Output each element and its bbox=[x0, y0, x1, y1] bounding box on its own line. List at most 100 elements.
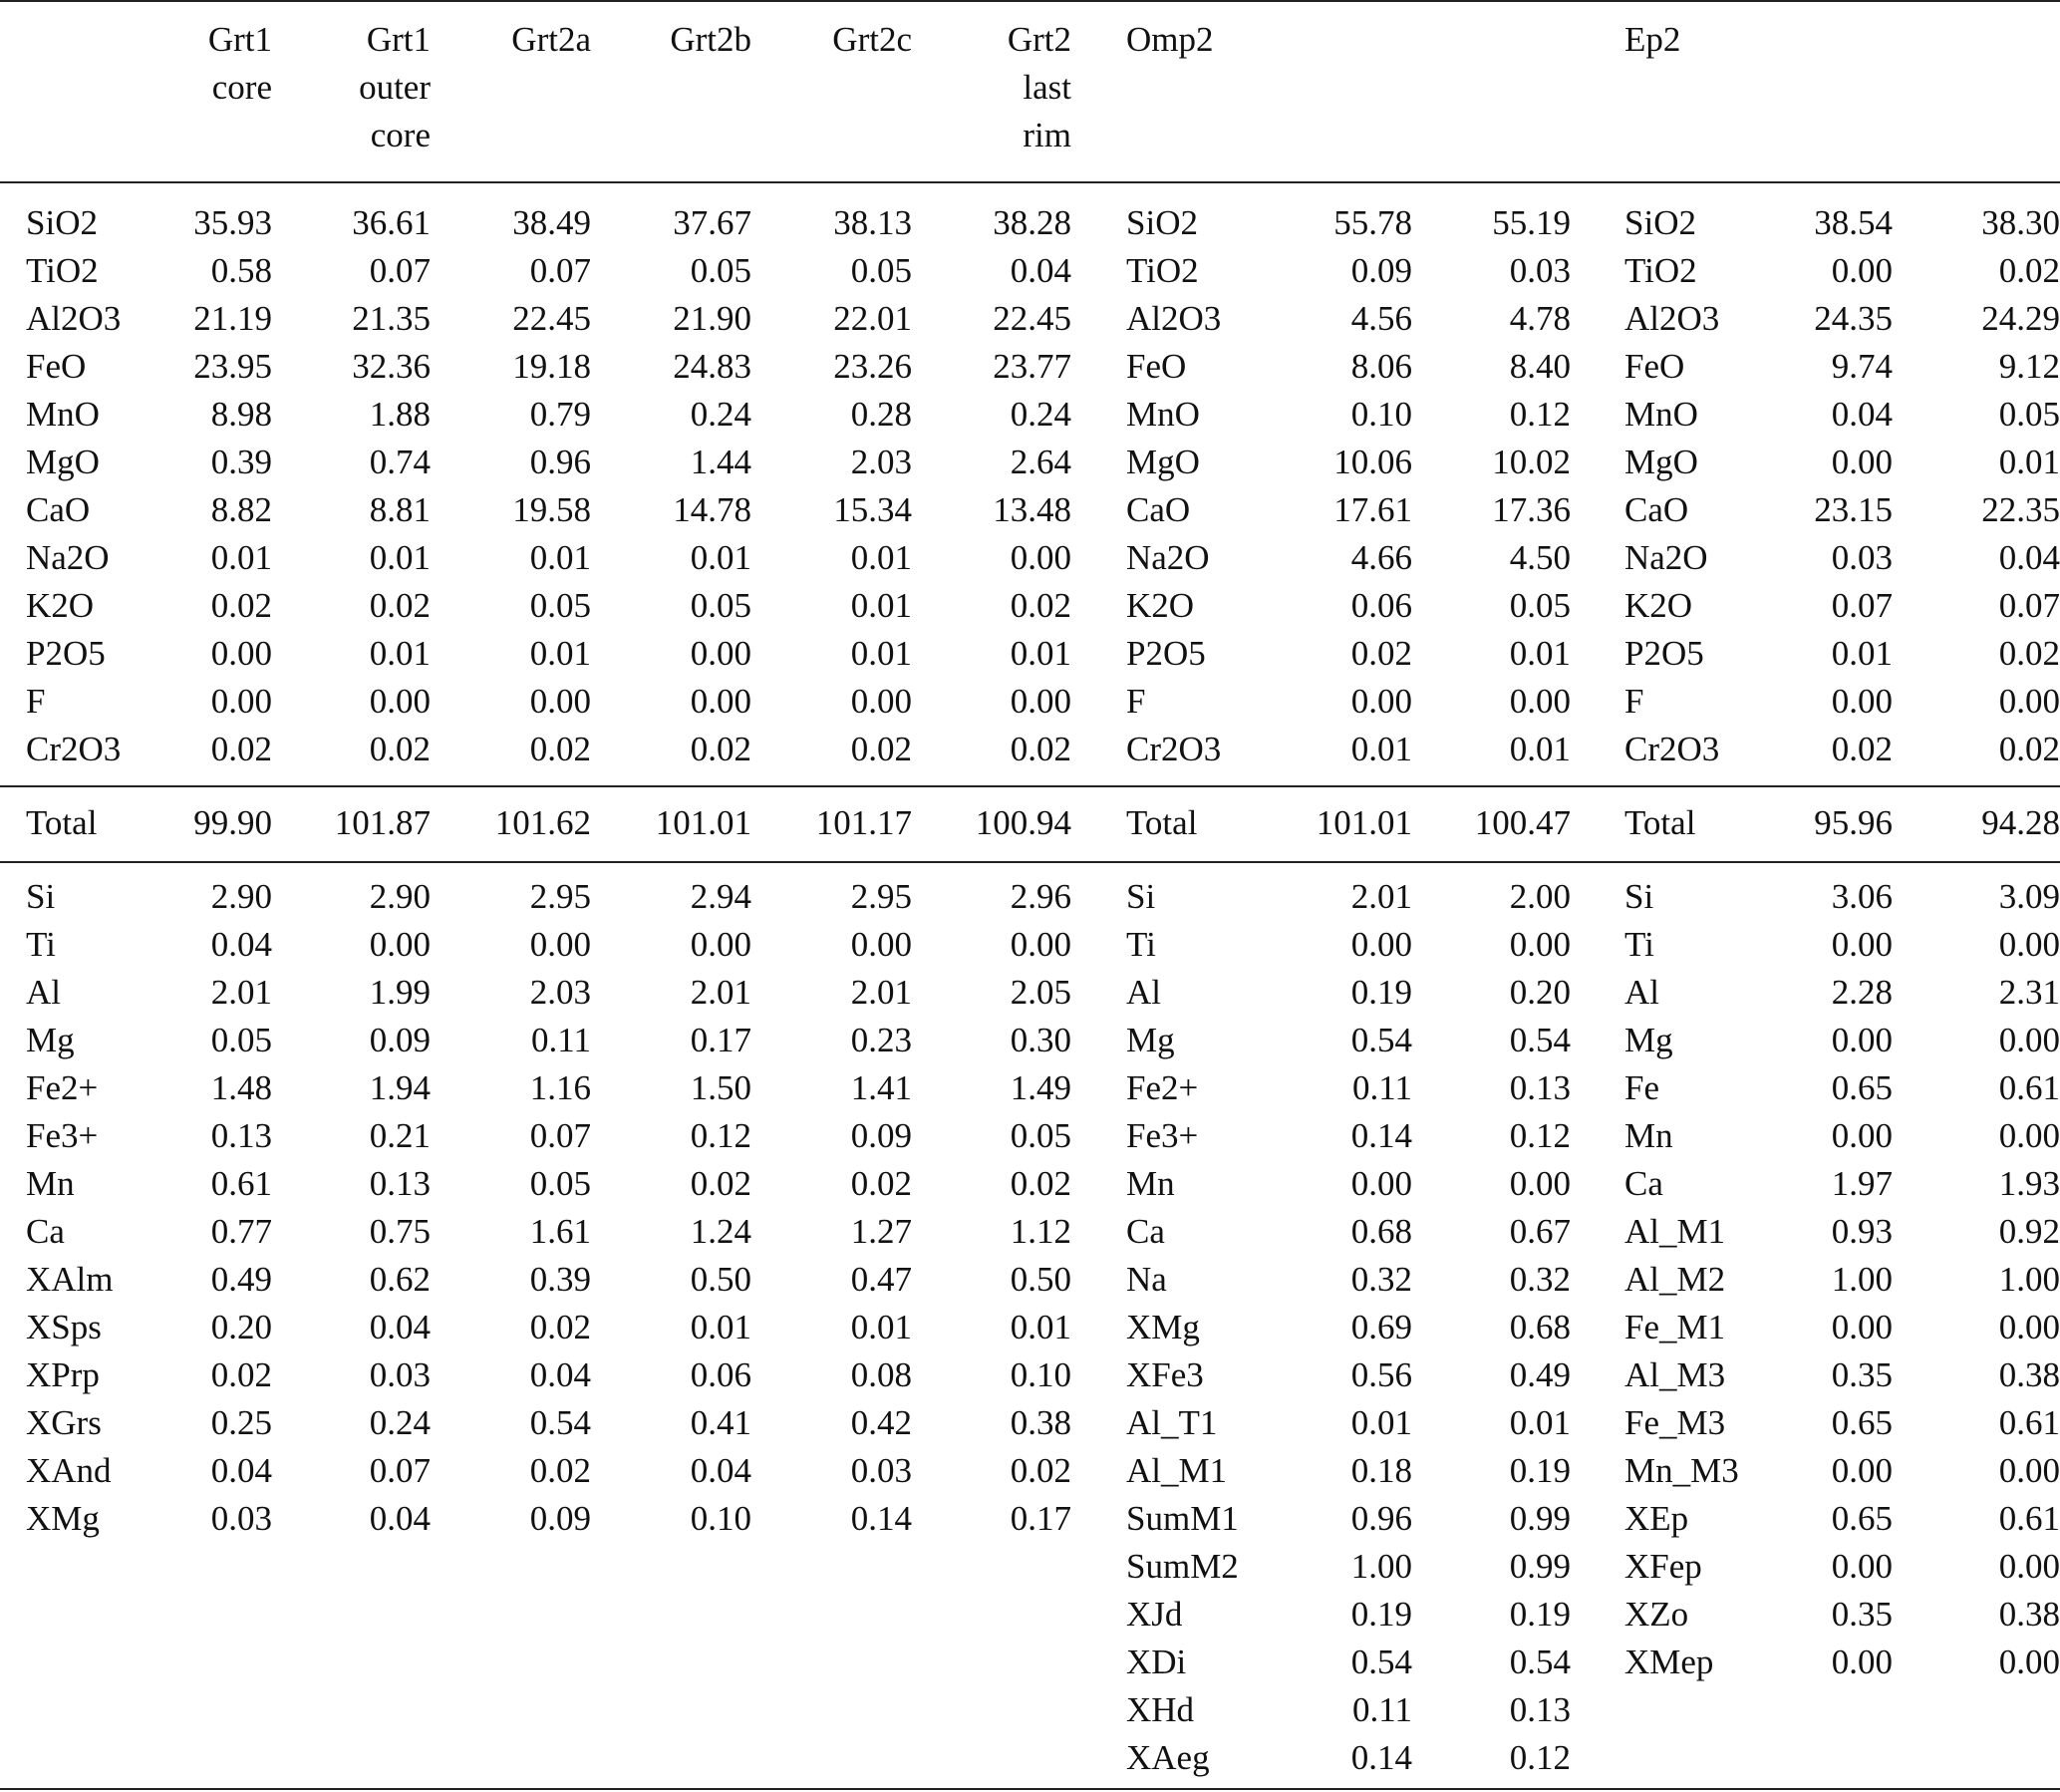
garnet-value: 2.01 bbox=[850, 973, 912, 1012]
column-header-garnet: last bbox=[1023, 68, 1071, 107]
garnet-value: 0.24 bbox=[690, 395, 751, 434]
oxide-row: Na2O 0.01 0.01 0.01 0.01 0.01 0.00 Na2O 4.66 4.50… bbox=[0, 534, 2060, 582]
omphacite-value: 0.54 bbox=[1509, 1021, 1571, 1059]
epidote-value: 1.93 bbox=[1998, 1164, 2060, 1203]
row-label: Al2O3 bbox=[1624, 299, 1720, 338]
omphacite-value: 0.54 bbox=[1509, 1643, 1571, 1681]
omphacite-value: 0.11 bbox=[1352, 1690, 1412, 1729]
garnet-value: 1.24 bbox=[690, 1212, 751, 1251]
epidote-value: 0.00 bbox=[1998, 682, 2060, 721]
row-label: TiO2 bbox=[26, 251, 99, 290]
row-label: Mn_M3 bbox=[1624, 1451, 1739, 1490]
garnet-value: 21.19 bbox=[193, 299, 272, 338]
garnet-total: 101.17 bbox=[815, 803, 912, 842]
omphacite-total: 100.47 bbox=[1474, 803, 1571, 842]
garnet-value: 0.01 bbox=[850, 538, 912, 577]
omphacite-value: 0.19 bbox=[1350, 973, 1412, 1012]
garnet-value bbox=[912, 1639, 1071, 1686]
epidote-value: 0.35 bbox=[1831, 1595, 1893, 1634]
epidote-value: 38.30 bbox=[1981, 203, 2060, 242]
garnet-value: 0.04 bbox=[369, 1499, 431, 1538]
row-label: TiO2 bbox=[1126, 251, 1199, 290]
row-label: Na2O bbox=[1624, 538, 1708, 577]
total-section: Total 99.90 101.87 101.62 101.01 101.17 100.94… bbox=[0, 786, 2060, 862]
garnet-value: 0.62 bbox=[369, 1260, 431, 1299]
omphacite-value: 0.54 bbox=[1350, 1021, 1412, 1059]
epidote-value: 0.93 bbox=[1831, 1212, 1893, 1251]
epidote-value: 0.00 bbox=[1831, 1021, 1893, 1059]
cation-row: XMg 0.03 0.04 0.09 0.10 0.14 0.17 SumM1 0.96 0.99… bbox=[0, 1495, 2060, 1543]
row-label: XEp bbox=[1624, 1499, 1689, 1538]
header-blank bbox=[1754, 112, 1893, 182]
garnet-value: 0.00 bbox=[850, 925, 912, 964]
omphacite-value: 0.02 bbox=[1350, 634, 1412, 673]
omphacite-value: 0.00 bbox=[1350, 1164, 1412, 1203]
column-header-garnet bbox=[431, 112, 591, 182]
garnet-value: 0.01 bbox=[529, 634, 591, 673]
epidote-value: 0.61 bbox=[1998, 1499, 2060, 1538]
epidote-value: 0.00 bbox=[1998, 1547, 2060, 1586]
garnet-value: 0.04 bbox=[1010, 251, 1071, 290]
row-label: Si bbox=[1126, 877, 1156, 916]
header-blank bbox=[0, 1, 140, 64]
header-blank bbox=[1754, 1, 1893, 64]
row-label: K2O bbox=[1624, 586, 1693, 625]
row-label: P2O5 bbox=[1126, 634, 1206, 673]
garnet-value: 0.05 bbox=[529, 1164, 591, 1203]
garnet-value: 0.79 bbox=[529, 395, 591, 434]
row-label bbox=[0, 1686, 140, 1734]
epidote-value: 2.28 bbox=[1831, 973, 1893, 1012]
cation-row: XAlm 0.49 0.62 0.39 0.50 0.47 0.50 Na 0.32 0.32 Al… bbox=[0, 1256, 2060, 1304]
omphacite-value: 0.54 bbox=[1350, 1643, 1412, 1681]
garnet-value: 0.00 bbox=[690, 925, 751, 964]
column-header-omphacite: Omp2 bbox=[1126, 20, 1214, 59]
garnet-value: 0.24 bbox=[369, 1403, 431, 1442]
row-label bbox=[0, 1543, 140, 1591]
epidote-value: 0.00 bbox=[1998, 1308, 2060, 1346]
row-label bbox=[1571, 1734, 1754, 1789]
row-label: Ca bbox=[1624, 1164, 1663, 1203]
header-blank bbox=[1893, 1, 2060, 64]
garnet-value: 19.58 bbox=[512, 490, 591, 529]
row-label bbox=[0, 1734, 140, 1789]
epidote-value: 0.02 bbox=[1831, 730, 1893, 768]
garnet-value: 0.03 bbox=[850, 1451, 912, 1490]
omphacite-value: 0.01 bbox=[1509, 634, 1571, 673]
epidote-value: 0.02 bbox=[1998, 730, 2060, 768]
epidote-value: 2.31 bbox=[1998, 973, 2060, 1012]
header-blank bbox=[1893, 112, 2060, 182]
garnet-value: 38.28 bbox=[993, 203, 1071, 242]
garnet-value: 2.96 bbox=[1010, 877, 1071, 916]
table-header: Grt1 Grt1 Grt2a Grt2b Grt2c Grt2 Omp2 Ep2 core ou… bbox=[0, 1, 2060, 182]
garnet-value: 0.02 bbox=[1010, 1451, 1071, 1490]
header-blank bbox=[1412, 1, 1571, 64]
row-label: MnO bbox=[1624, 395, 1698, 434]
garnet-value bbox=[272, 1591, 431, 1639]
garnet-value: 1.50 bbox=[690, 1068, 751, 1107]
row-label: P2O5 bbox=[1624, 634, 1704, 673]
row-label: Na2O bbox=[1126, 538, 1210, 577]
garnet-value: 1.99 bbox=[369, 973, 431, 1012]
garnet-value bbox=[591, 1734, 751, 1789]
row-label: Si bbox=[1624, 877, 1654, 916]
row-label: Fe_M1 bbox=[1624, 1308, 1726, 1346]
garnet-total: 101.87 bbox=[334, 803, 431, 842]
garnet-value: 32.36 bbox=[352, 347, 431, 386]
row-label: XAlm bbox=[26, 1260, 114, 1299]
row-label: Cr2O3 bbox=[1624, 730, 1720, 768]
omphacite-value: 0.03 bbox=[1509, 251, 1571, 290]
garnet-value: 0.39 bbox=[210, 443, 272, 481]
garnet-total: 100.94 bbox=[975, 803, 1071, 842]
row-label: Fe_M3 bbox=[1624, 1403, 1726, 1442]
column-header-garnet bbox=[140, 112, 272, 182]
row-label: TiO2 bbox=[1624, 251, 1697, 290]
garnet-value bbox=[140, 1639, 272, 1686]
garnet-value: 0.00 bbox=[529, 682, 591, 721]
epidote-value bbox=[1893, 1686, 2060, 1734]
garnet-value: 0.17 bbox=[690, 1021, 751, 1059]
row-label: Mg bbox=[26, 1021, 75, 1059]
epidote-value: 1.97 bbox=[1831, 1164, 1893, 1203]
omphacite-value: 0.01 bbox=[1509, 1403, 1571, 1442]
garnet-value: 14.78 bbox=[673, 490, 751, 529]
garnet-value: 0.02 bbox=[210, 586, 272, 625]
